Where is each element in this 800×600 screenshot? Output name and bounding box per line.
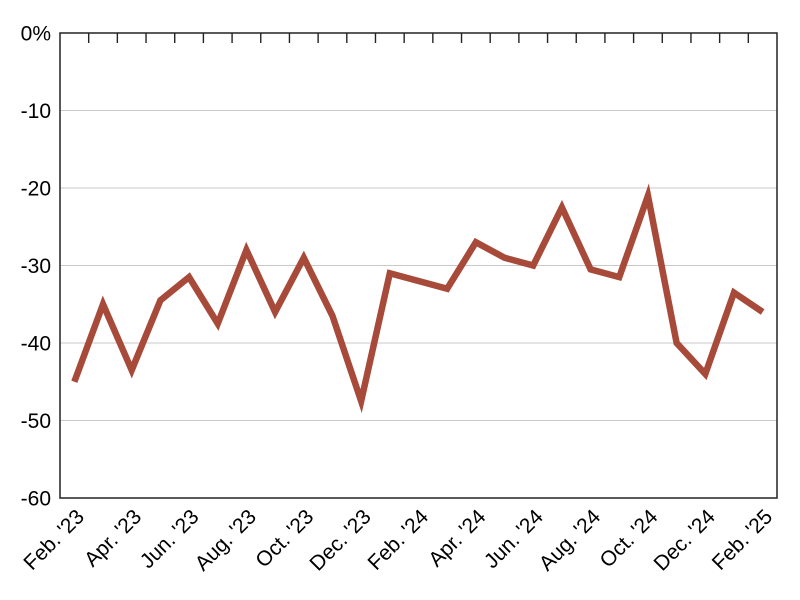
data-series-line (71, 183, 765, 414)
y-axis-label: -40 (21, 333, 51, 356)
y-axis-label: 0% (21, 23, 51, 46)
y-axis-label: -10 (21, 100, 51, 123)
y-axis-label: -30 (21, 255, 51, 278)
plot-border (59, 32, 778, 499)
y-axis-label: -50 (21, 410, 51, 433)
y-axis-label: -60 (21, 488, 51, 511)
y-axis-label: -20 (21, 178, 51, 201)
